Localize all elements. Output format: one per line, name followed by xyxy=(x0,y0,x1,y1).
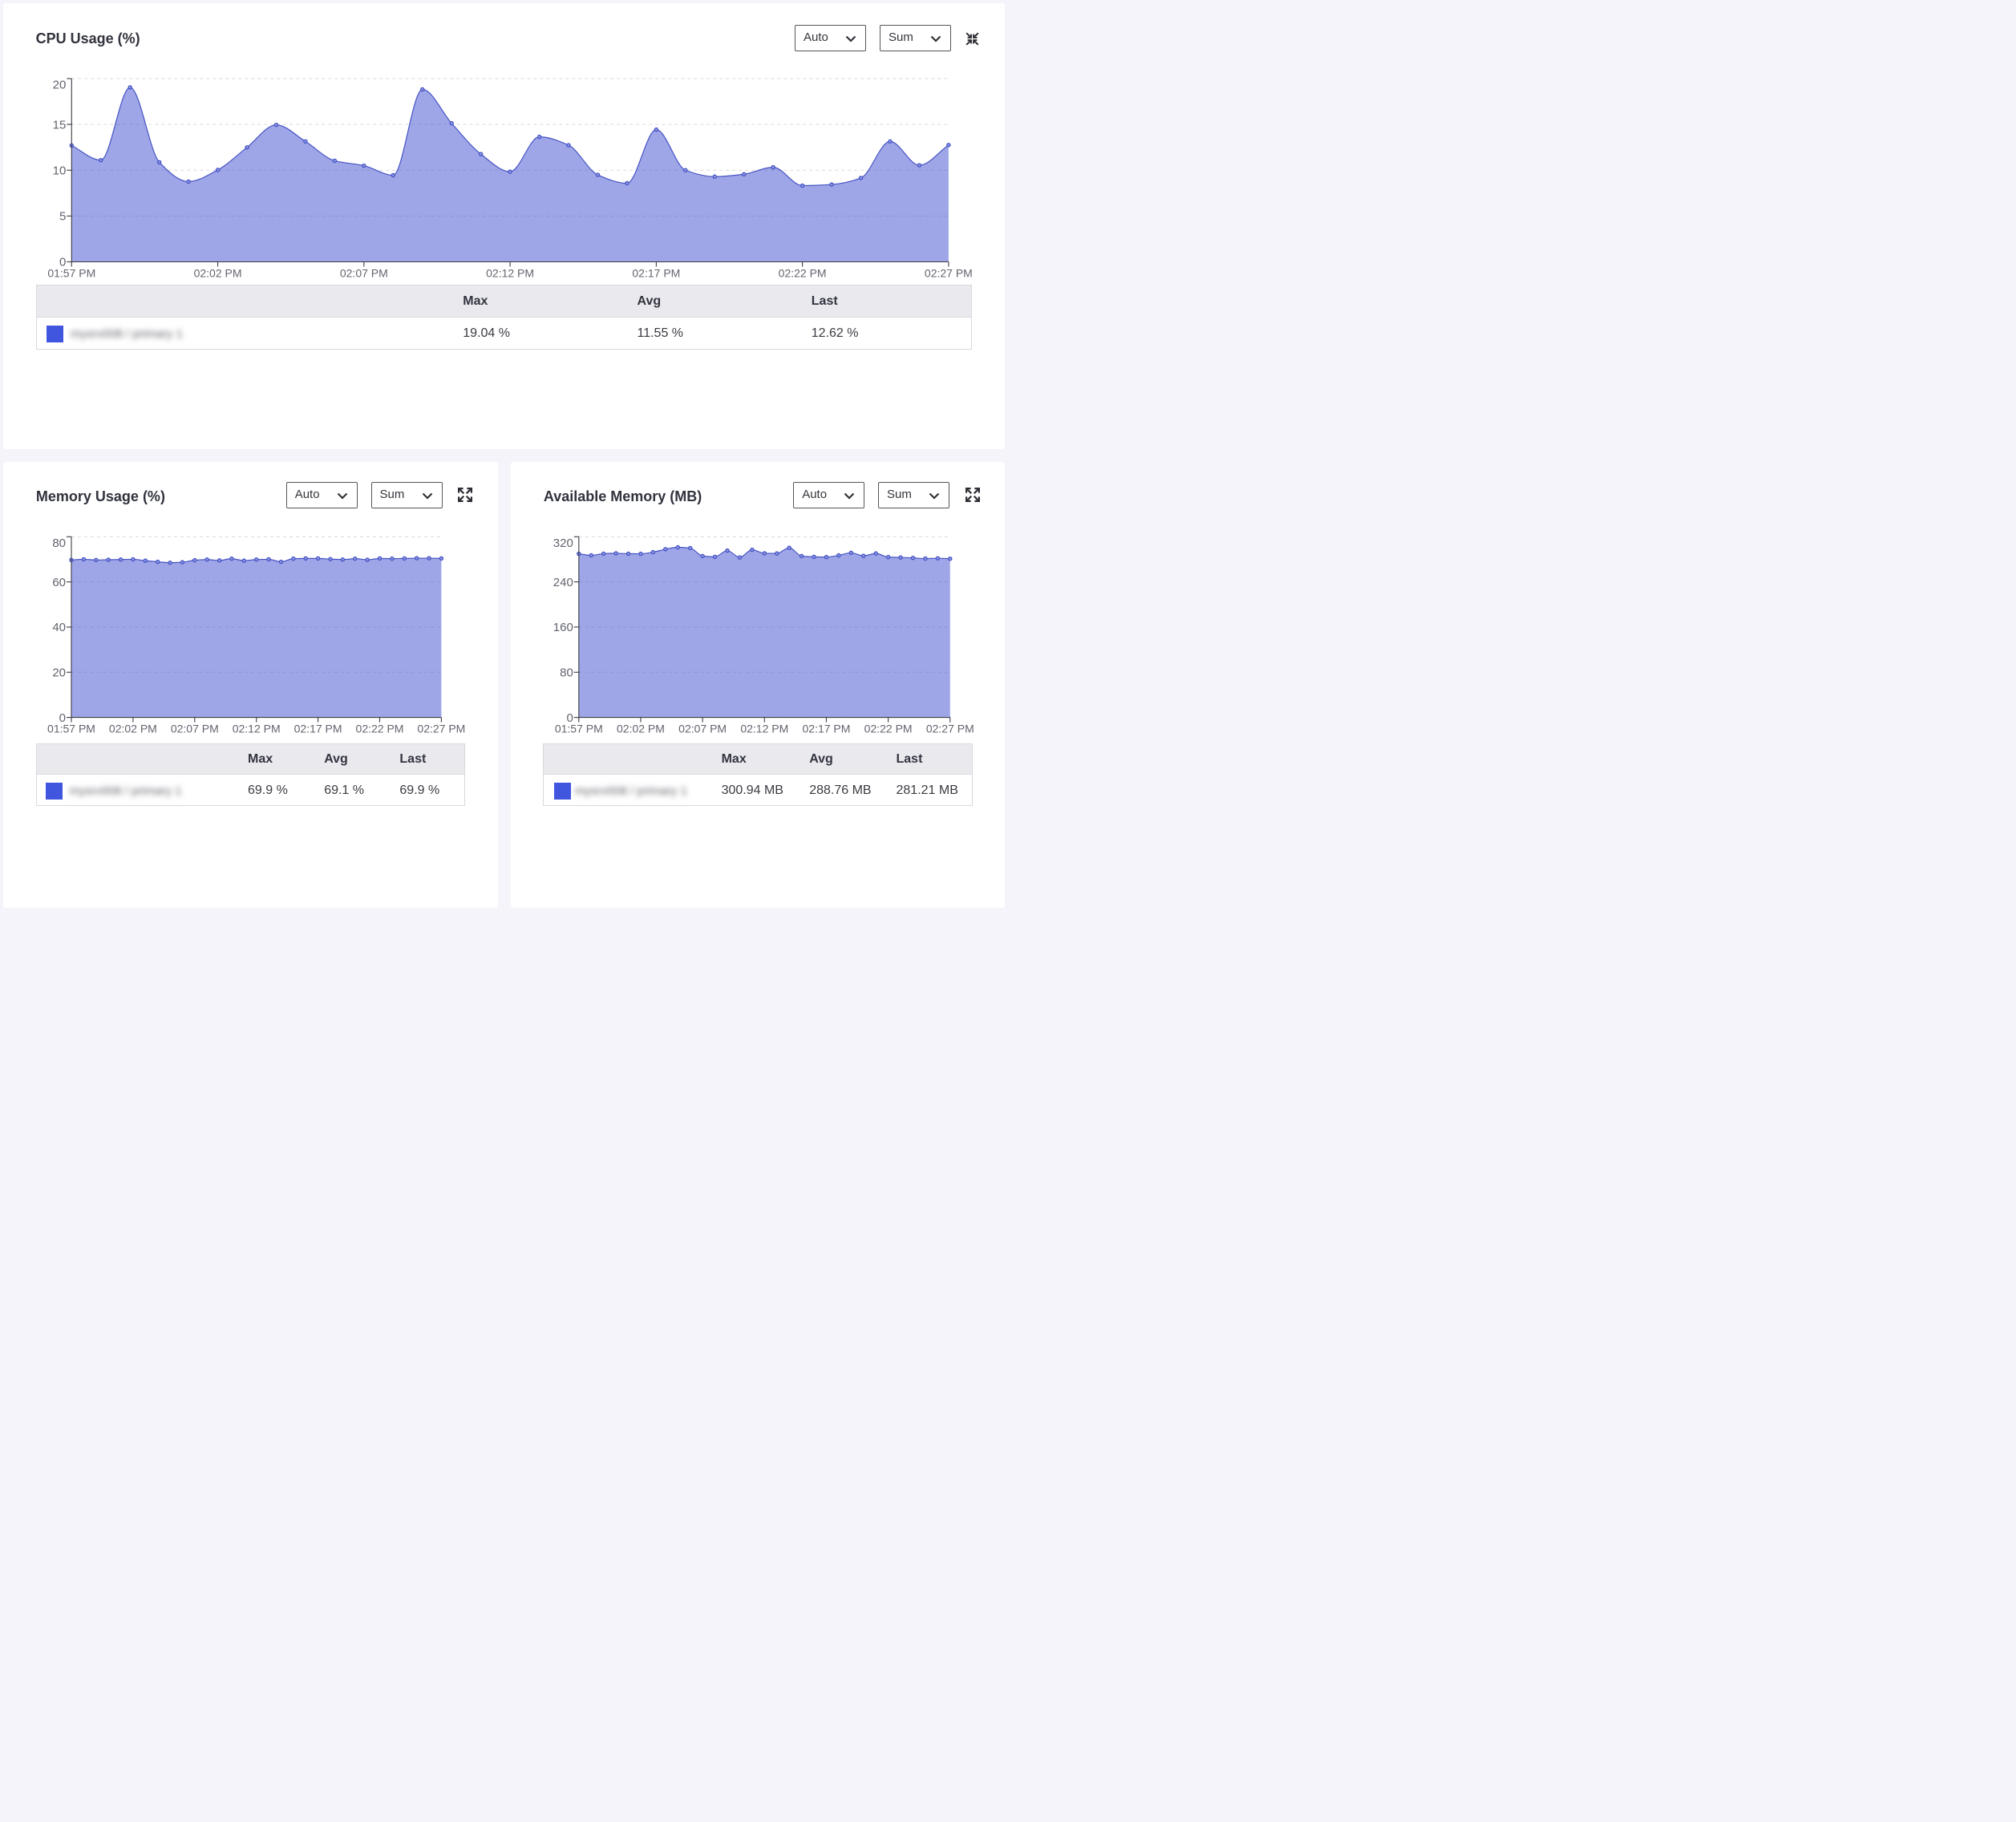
svg-text:02:02 PM: 02:02 PM xyxy=(617,723,665,735)
svg-text:02:12 PM: 02:12 PM xyxy=(233,723,281,735)
svg-text:240: 240 xyxy=(553,576,573,589)
svg-text:10: 10 xyxy=(53,164,67,177)
svg-text:0: 0 xyxy=(59,256,66,269)
svg-text:02:17 PM: 02:17 PM xyxy=(802,723,850,735)
svg-text:80: 80 xyxy=(52,536,66,550)
svg-text:02:07 PM: 02:07 PM xyxy=(678,723,727,735)
svg-text:5: 5 xyxy=(59,210,66,224)
svg-text:20: 20 xyxy=(53,79,67,92)
svg-text:160: 160 xyxy=(553,621,573,634)
svg-text:60: 60 xyxy=(52,576,66,589)
svg-text:02:22 PM: 02:22 PM xyxy=(864,723,912,735)
svg-text:0: 0 xyxy=(59,711,66,725)
svg-text:0: 0 xyxy=(566,711,573,725)
svg-text:320: 320 xyxy=(553,536,573,550)
svg-text:02:07 PM: 02:07 PM xyxy=(340,267,388,280)
svg-text:02:12 PM: 02:12 PM xyxy=(740,723,788,735)
svg-text:02:22 PM: 02:22 PM xyxy=(779,267,827,280)
svg-text:02:17 PM: 02:17 PM xyxy=(632,267,680,280)
svg-text:02:12 PM: 02:12 PM xyxy=(486,267,534,280)
svg-text:02:07 PM: 02:07 PM xyxy=(171,723,219,735)
svg-text:15: 15 xyxy=(53,118,67,132)
svg-text:02:27 PM: 02:27 PM xyxy=(925,723,974,735)
svg-text:40: 40 xyxy=(52,621,66,634)
svg-text:01:57 PM: 01:57 PM xyxy=(47,267,95,280)
svg-text:02:27 PM: 02:27 PM xyxy=(925,267,973,280)
svg-text:80: 80 xyxy=(560,666,573,679)
svg-text:02:27 PM: 02:27 PM xyxy=(417,723,465,735)
svg-text:02:02 PM: 02:02 PM xyxy=(194,267,242,280)
svg-text:01:57 PM: 01:57 PM xyxy=(554,723,602,735)
svg-text:02:02 PM: 02:02 PM xyxy=(109,723,157,735)
svg-text:02:17 PM: 02:17 PM xyxy=(294,723,342,735)
svg-text:02:22 PM: 02:22 PM xyxy=(356,723,404,735)
svg-text:01:57 PM: 01:57 PM xyxy=(47,723,95,735)
svg-text:20: 20 xyxy=(52,666,66,679)
